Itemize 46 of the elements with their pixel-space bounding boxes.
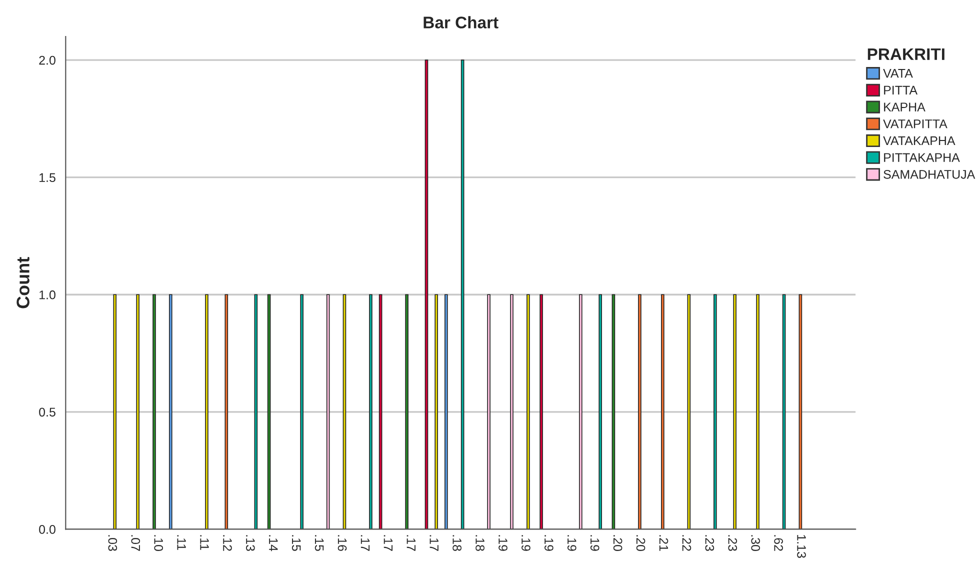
x-tick-label: .15 bbox=[292, 535, 301, 551]
y-tick-label: 0.0 bbox=[39, 525, 56, 534]
x-tick-label: .20 bbox=[636, 535, 646, 551]
x-tick-label: .18 bbox=[476, 535, 484, 551]
x-tick-label: .19 bbox=[498, 535, 508, 551]
x-tick-label: .19 bbox=[567, 535, 576, 551]
y-axis-title: Count bbox=[16, 257, 30, 308]
x-tick-label: .19 bbox=[590, 535, 600, 551]
x-tick-label: .13 bbox=[246, 535, 255, 551]
x-tick-label: .14 bbox=[269, 535, 278, 552]
x-tick-label: .10 bbox=[154, 535, 164, 551]
x-tick-label: .19 bbox=[522, 535, 530, 551]
x-tick-label: .21 bbox=[659, 535, 668, 551]
legend-label: KAPHA bbox=[884, 102, 926, 112]
legend-label: PITTAKAPHA bbox=[884, 153, 960, 162]
legend-label: VATAPITTA bbox=[883, 120, 948, 128]
x-tick-label: .17 bbox=[360, 535, 370, 551]
legend-title: PRAKRITI bbox=[868, 48, 944, 60]
legend-label: VATA bbox=[883, 69, 913, 78]
x-tick-label: .17 bbox=[430, 535, 438, 551]
legend-label: PITTA bbox=[884, 86, 918, 94]
x-tick-label: .12 bbox=[223, 535, 232, 551]
y-tick-label: 1.0 bbox=[40, 290, 56, 300]
x-tick-label: .17 bbox=[406, 535, 416, 551]
x-tick-label: 1.13 bbox=[797, 535, 806, 558]
legend-label: VATAKAPHA bbox=[883, 136, 956, 146]
x-tick-label: .30 bbox=[751, 535, 760, 551]
x-tick-label: .15 bbox=[314, 535, 324, 551]
legend-label: SAMADHATUJA bbox=[884, 170, 976, 179]
y-tick-label: 0.5 bbox=[39, 408, 56, 417]
x-tick-label: .23 bbox=[728, 535, 738, 551]
x-tick-label: .20 bbox=[613, 535, 622, 551]
chart-title: Bar Chart bbox=[424, 16, 498, 28]
x-tick-label: .22 bbox=[682, 535, 692, 551]
x-tick-label: .03 bbox=[108, 535, 118, 551]
x-tick-label: .11 bbox=[200, 535, 209, 550]
x-tick-label: .62 bbox=[774, 535, 783, 551]
x-tick-label: .23 bbox=[705, 535, 714, 551]
y-tick-label: 1.5 bbox=[40, 173, 56, 182]
x-tick-label: .17 bbox=[384, 535, 392, 551]
x-tick-label: .16 bbox=[338, 535, 347, 551]
x-tick-label: .11 bbox=[177, 535, 186, 550]
x-tick-label: .18 bbox=[452, 535, 462, 551]
y-tick-label: 2.0 bbox=[39, 56, 56, 65]
x-tick-label: .19 bbox=[544, 535, 554, 551]
x-tick-label: .07 bbox=[131, 535, 140, 551]
